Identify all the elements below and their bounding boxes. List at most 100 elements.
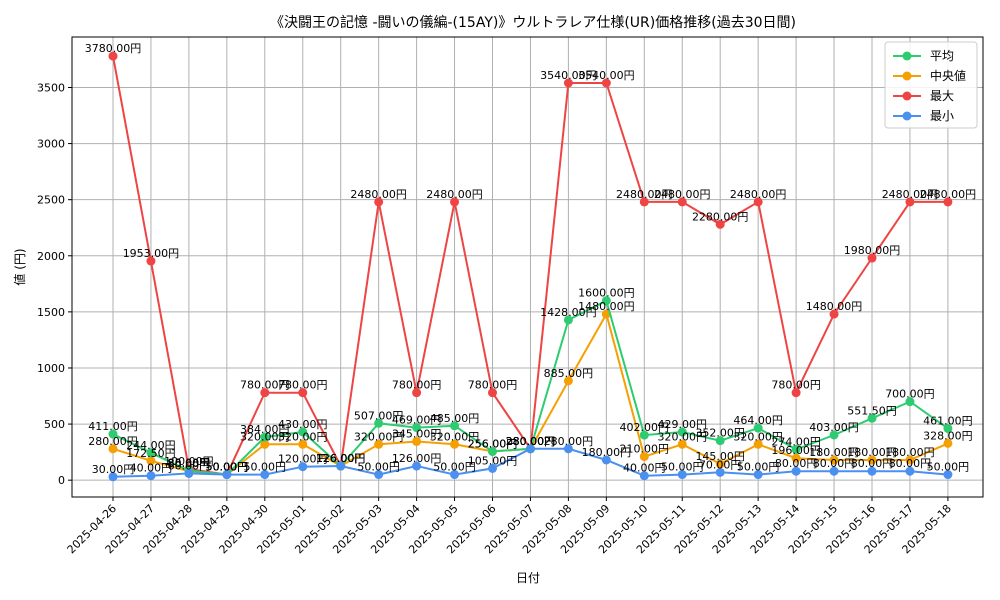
data-label-3: 50.00円 [206, 461, 249, 474]
series-point-2 [753, 197, 763, 207]
data-label-3: 80.00円 [813, 457, 856, 470]
series-point-1 [298, 439, 308, 449]
data-label-0: 256.00円 [468, 437, 518, 450]
data-label-0: 50.00円 [206, 461, 249, 474]
series-point-3 [677, 470, 687, 480]
data-label-0: 403.00円 [809, 421, 859, 434]
y-tick-label: 500 [44, 418, 65, 431]
legend-label: 最小 [930, 109, 954, 123]
series-point-2 [677, 197, 687, 207]
series-point-2 [488, 388, 497, 398]
series-point-1 [639, 452, 649, 462]
series-point-3 [298, 462, 308, 472]
y-tick-label: 1000 [37, 362, 65, 375]
data-label-0: 126.00円 [316, 452, 366, 465]
data-label-3: 120.00円 [278, 453, 328, 466]
series-point-3 [563, 444, 573, 454]
legend-marker [902, 51, 912, 61]
series-point-1 [753, 439, 763, 449]
data-label-2: 1480.00円 [806, 300, 863, 313]
data-label-1: 145.00円 [695, 450, 745, 463]
series-point-3 [146, 471, 156, 481]
series-point-3 [829, 466, 839, 476]
legend-label: 中央値 [930, 68, 966, 83]
data-label-1: 80.00円 [168, 457, 211, 470]
data-label-1: 320.00円 [240, 430, 290, 443]
data-label-2: 780.00円 [771, 379, 821, 392]
data-label-2: 780.00円 [240, 379, 290, 392]
series-point-1 [450, 439, 460, 449]
data-label-2: 50.00円 [206, 461, 249, 474]
series-point-2 [108, 51, 118, 61]
y-axis: 0 500 1000 1500 2000 2500 3000 3500 [37, 81, 72, 487]
data-label-3: 80.00円 [775, 457, 818, 470]
data-label-3: 105.00円 [468, 454, 518, 467]
data-label-0: 464.00円 [733, 414, 783, 427]
series-point-3 [260, 470, 270, 480]
data-label-1: 126.00円 [316, 452, 366, 465]
data-label-0: 469.00円 [392, 414, 442, 427]
data-label-0: 280.00円 [506, 435, 556, 448]
data-label-0: 402.00円 [620, 421, 670, 434]
data-label-3: 40.00円 [623, 462, 666, 475]
y-tick-label: 3500 [37, 81, 65, 94]
data-label-0: 244.00円 [126, 439, 176, 452]
data-label-3: 50.00円 [927, 461, 970, 474]
series-point-3 [905, 466, 915, 476]
data-label-2: 126.00円 [316, 452, 366, 465]
series-point-3 [412, 461, 422, 471]
data-label-1: 320.00円 [354, 430, 404, 443]
series-point-0 [829, 430, 839, 440]
data-label-2: 3780.00円 [85, 42, 142, 55]
series-point-2 [791, 388, 801, 398]
data-label-2: 2480.00円 [920, 188, 977, 201]
series-point-3 [715, 467, 725, 477]
series-point-0 [450, 421, 460, 431]
data-label-2: 3540.00円 [540, 69, 597, 82]
series-point-1 [260, 439, 270, 449]
series-point-2 [867, 253, 877, 263]
series-point-1 [867, 455, 877, 465]
data-label-0: 352.00円 [695, 427, 745, 440]
data-label-0: 485.00円 [430, 412, 480, 425]
series-point-2 [450, 197, 460, 207]
data-labels: 3780.00円1953.00円100.00円50.00円780.00円780.… [85, 42, 976, 476]
data-label-2: 1953.00円 [123, 247, 180, 260]
series-point-1 [943, 438, 953, 448]
series-point-1 [677, 439, 687, 449]
series-point-0 [791, 444, 801, 454]
data-label-1: 320.00円 [733, 430, 783, 443]
data-label-3: 40.00円 [130, 462, 173, 475]
data-label-3: 126.00円 [316, 452, 366, 465]
data-label-0: 1600.00円 [578, 287, 635, 300]
series-layer [108, 51, 953, 482]
legend-label: 平均 [930, 49, 954, 63]
data-label-1: 180.00円 [809, 446, 859, 459]
x-axis: 2025-04-262025-04-272025-04-282025-04-29… [65, 497, 954, 556]
series-point-0 [639, 430, 649, 440]
series-point-0 [260, 432, 270, 442]
data-label-2: 2480.00円 [616, 188, 673, 201]
data-label-3: 30.00円 [92, 463, 135, 476]
series-point-3 [450, 470, 460, 480]
data-label-3: 60.00円 [168, 459, 211, 472]
data-label-2: 2280.00円 [692, 210, 749, 223]
data-label-1: 328.00円 [923, 429, 973, 442]
series-point-1 [563, 376, 573, 386]
series-point-3 [184, 468, 194, 478]
data-label-1: 1480.00円 [578, 300, 635, 313]
series-point-2 [715, 219, 725, 229]
data-label-3: 80.00円 [889, 457, 932, 470]
data-label-2: 100.00円 [164, 455, 214, 468]
series-point-0 [601, 296, 611, 306]
data-label-3: 280.00円 [506, 435, 556, 448]
data-label-3: 70.00円 [699, 458, 742, 471]
y-tick-label: 2500 [37, 194, 65, 207]
data-label-2: 2480.00円 [350, 188, 407, 201]
series-point-3 [943, 470, 953, 480]
series-point-2 [298, 388, 308, 398]
series-point-3 [753, 470, 763, 480]
data-label-2: 3540.00円 [578, 69, 635, 82]
